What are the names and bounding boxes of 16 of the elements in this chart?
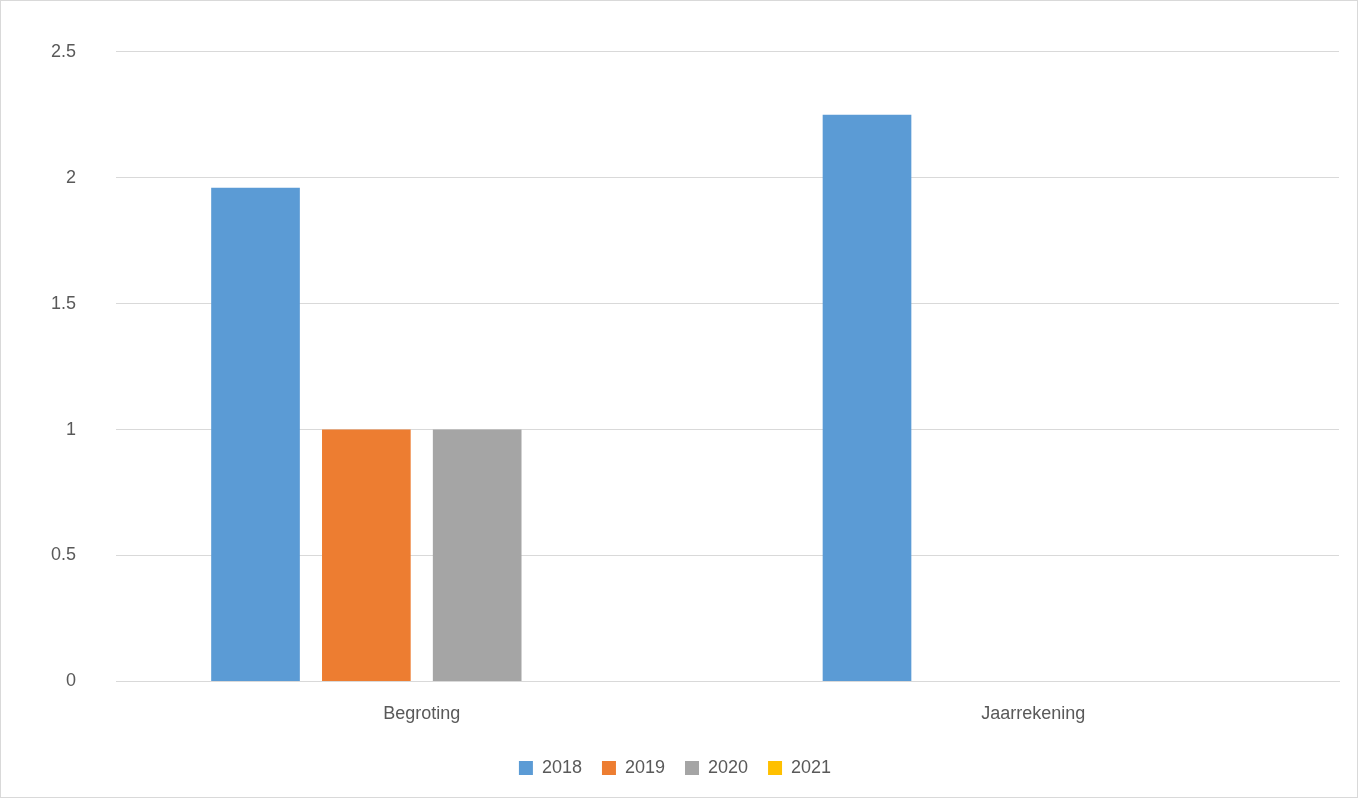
legend-label: 2021 (791, 756, 832, 777)
legend-label: 2020 (708, 756, 749, 777)
bar (322, 429, 411, 681)
y-tick-label: 1 (66, 418, 77, 439)
x-tick-label: Begroting (383, 703, 461, 724)
legend-label: 2019 (624, 756, 665, 777)
bar (822, 114, 912, 681)
y-tick-label: 0.5 (50, 544, 77, 565)
x-tick-label: Jaarrekening (981, 703, 1086, 724)
y-tick-label: 2 (66, 166, 77, 187)
bar (432, 429, 522, 681)
bar (211, 187, 300, 681)
y-tick-label: 1.5 (50, 292, 77, 313)
y-tick-label: 0 (66, 670, 77, 691)
legend-label: 2018 (541, 756, 582, 777)
y-tick-label: 2.5 (50, 40, 77, 61)
